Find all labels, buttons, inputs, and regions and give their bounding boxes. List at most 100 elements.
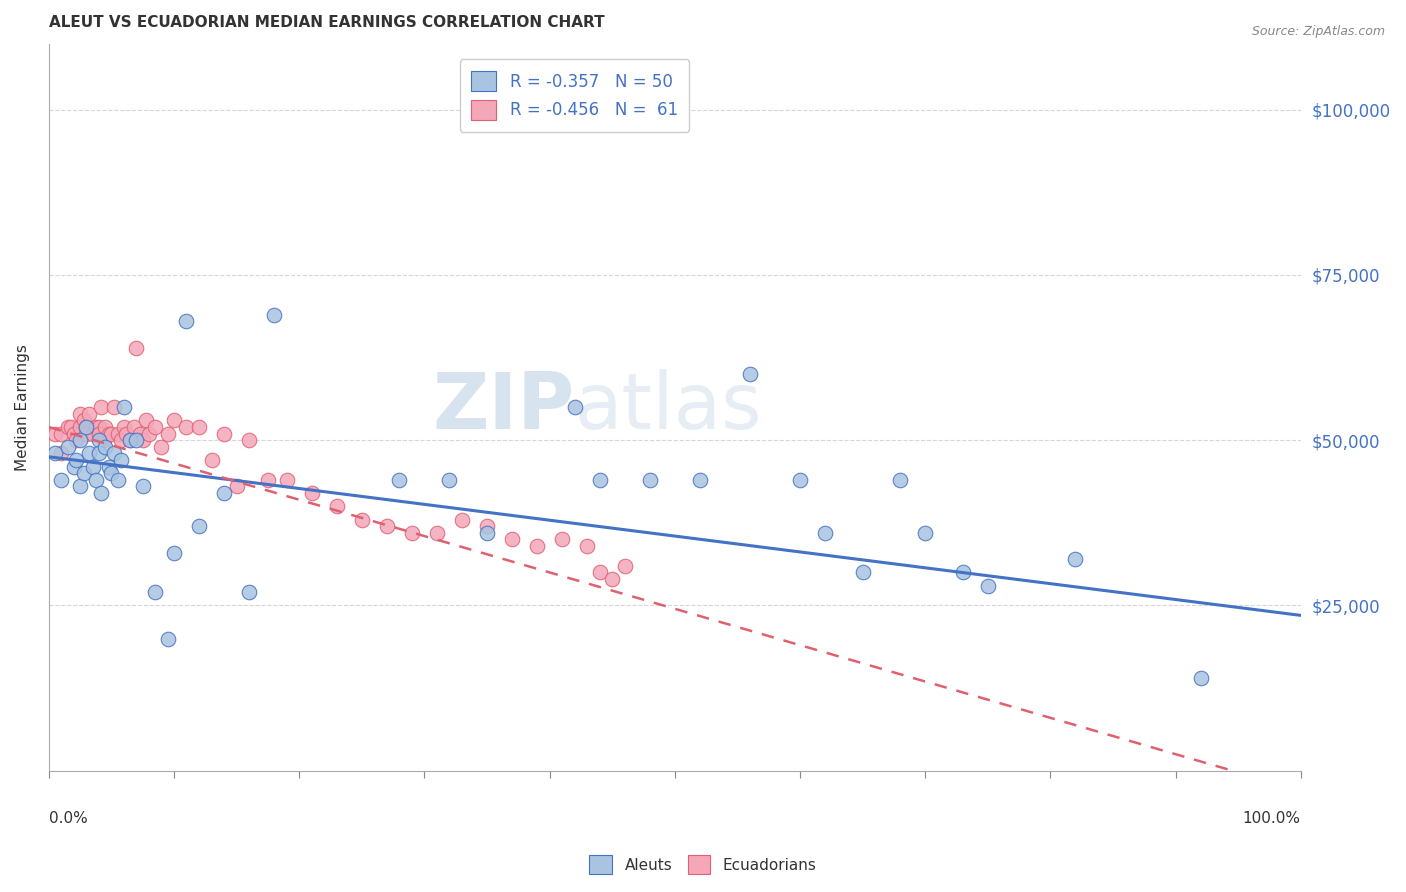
Point <box>276 473 298 487</box>
Point <box>100 426 122 441</box>
Point <box>69 407 91 421</box>
Point <box>100 467 122 481</box>
Point <box>613 558 636 573</box>
Point <box>122 420 145 434</box>
Point <box>60 420 83 434</box>
Point <box>77 446 100 460</box>
Point <box>526 539 548 553</box>
Point <box>188 519 211 533</box>
Point <box>93 434 115 448</box>
Point <box>87 426 110 441</box>
Point <box>143 420 166 434</box>
Point <box>1189 671 1212 685</box>
Point <box>388 473 411 487</box>
Text: Source: ZipAtlas.com: Source: ZipAtlas.com <box>1251 25 1385 38</box>
Point <box>914 525 936 540</box>
Point <box>135 413 157 427</box>
Point <box>176 420 198 434</box>
Point <box>75 420 97 434</box>
Point <box>212 486 235 500</box>
Point <box>263 308 285 322</box>
Point <box>238 585 260 599</box>
Point <box>69 434 91 448</box>
Point <box>69 479 91 493</box>
Point <box>551 533 574 547</box>
Point <box>257 473 280 487</box>
Point <box>90 486 112 500</box>
Point <box>600 572 623 586</box>
Point <box>107 426 129 441</box>
Point <box>163 413 186 427</box>
Point <box>176 314 198 328</box>
Text: atlas: atlas <box>575 369 762 445</box>
Point <box>588 566 610 580</box>
Text: 100.0%: 100.0% <box>1243 811 1301 826</box>
Point <box>112 400 135 414</box>
Point <box>238 434 260 448</box>
Point <box>375 519 398 533</box>
Point <box>51 426 73 441</box>
Point <box>120 434 142 448</box>
Point <box>350 512 373 526</box>
Point <box>75 426 97 441</box>
Point <box>65 434 87 448</box>
Point <box>401 525 423 540</box>
Point <box>952 566 974 580</box>
Point <box>439 473 461 487</box>
Point <box>103 400 125 414</box>
Point <box>82 459 104 474</box>
Point <box>94 420 117 434</box>
Point <box>475 525 498 540</box>
Point <box>738 367 761 381</box>
Point <box>94 440 117 454</box>
Legend: R = -0.357   N = 50, R = -0.456   N =  61: R = -0.357 N = 50, R = -0.456 N = 61 <box>460 59 689 132</box>
Text: ZIP: ZIP <box>433 369 575 445</box>
Point <box>110 434 132 448</box>
Point <box>51 446 73 460</box>
Point <box>200 453 222 467</box>
Point <box>62 426 84 441</box>
Point <box>564 400 586 414</box>
Point <box>56 420 79 434</box>
Point <box>212 426 235 441</box>
Point <box>73 413 96 427</box>
Point <box>638 473 661 487</box>
Point <box>225 479 247 493</box>
Point <box>51 473 73 487</box>
Point <box>156 426 179 441</box>
Point <box>301 486 323 500</box>
Point <box>103 446 125 460</box>
Point <box>576 539 599 553</box>
Point <box>69 420 91 434</box>
Point <box>131 434 153 448</box>
Point <box>125 434 148 448</box>
Point <box>87 420 110 434</box>
Legend: Aleuts, Ecuadorians: Aleuts, Ecuadorians <box>583 849 823 880</box>
Point <box>789 473 811 487</box>
Point <box>131 479 153 493</box>
Point <box>62 459 84 474</box>
Point <box>112 420 135 434</box>
Point <box>86 420 108 434</box>
Point <box>501 533 523 547</box>
Point <box>475 519 498 533</box>
Point <box>115 426 138 441</box>
Point <box>120 434 142 448</box>
Point <box>97 459 120 474</box>
Point <box>87 446 110 460</box>
Point <box>1064 552 1087 566</box>
Point <box>75 420 97 434</box>
Point <box>65 453 87 467</box>
Point <box>325 500 347 514</box>
Point <box>44 426 66 441</box>
Point <box>451 512 474 526</box>
Point <box>107 473 129 487</box>
Point <box>110 453 132 467</box>
Point <box>851 566 873 580</box>
Point <box>129 426 152 441</box>
Point <box>977 579 1000 593</box>
Point <box>125 341 148 355</box>
Text: ALEUT VS ECUADORIAN MEDIAN EARNINGS CORRELATION CHART: ALEUT VS ECUADORIAN MEDIAN EARNINGS CORR… <box>49 15 605 30</box>
Point <box>86 473 108 487</box>
Point <box>77 407 100 421</box>
